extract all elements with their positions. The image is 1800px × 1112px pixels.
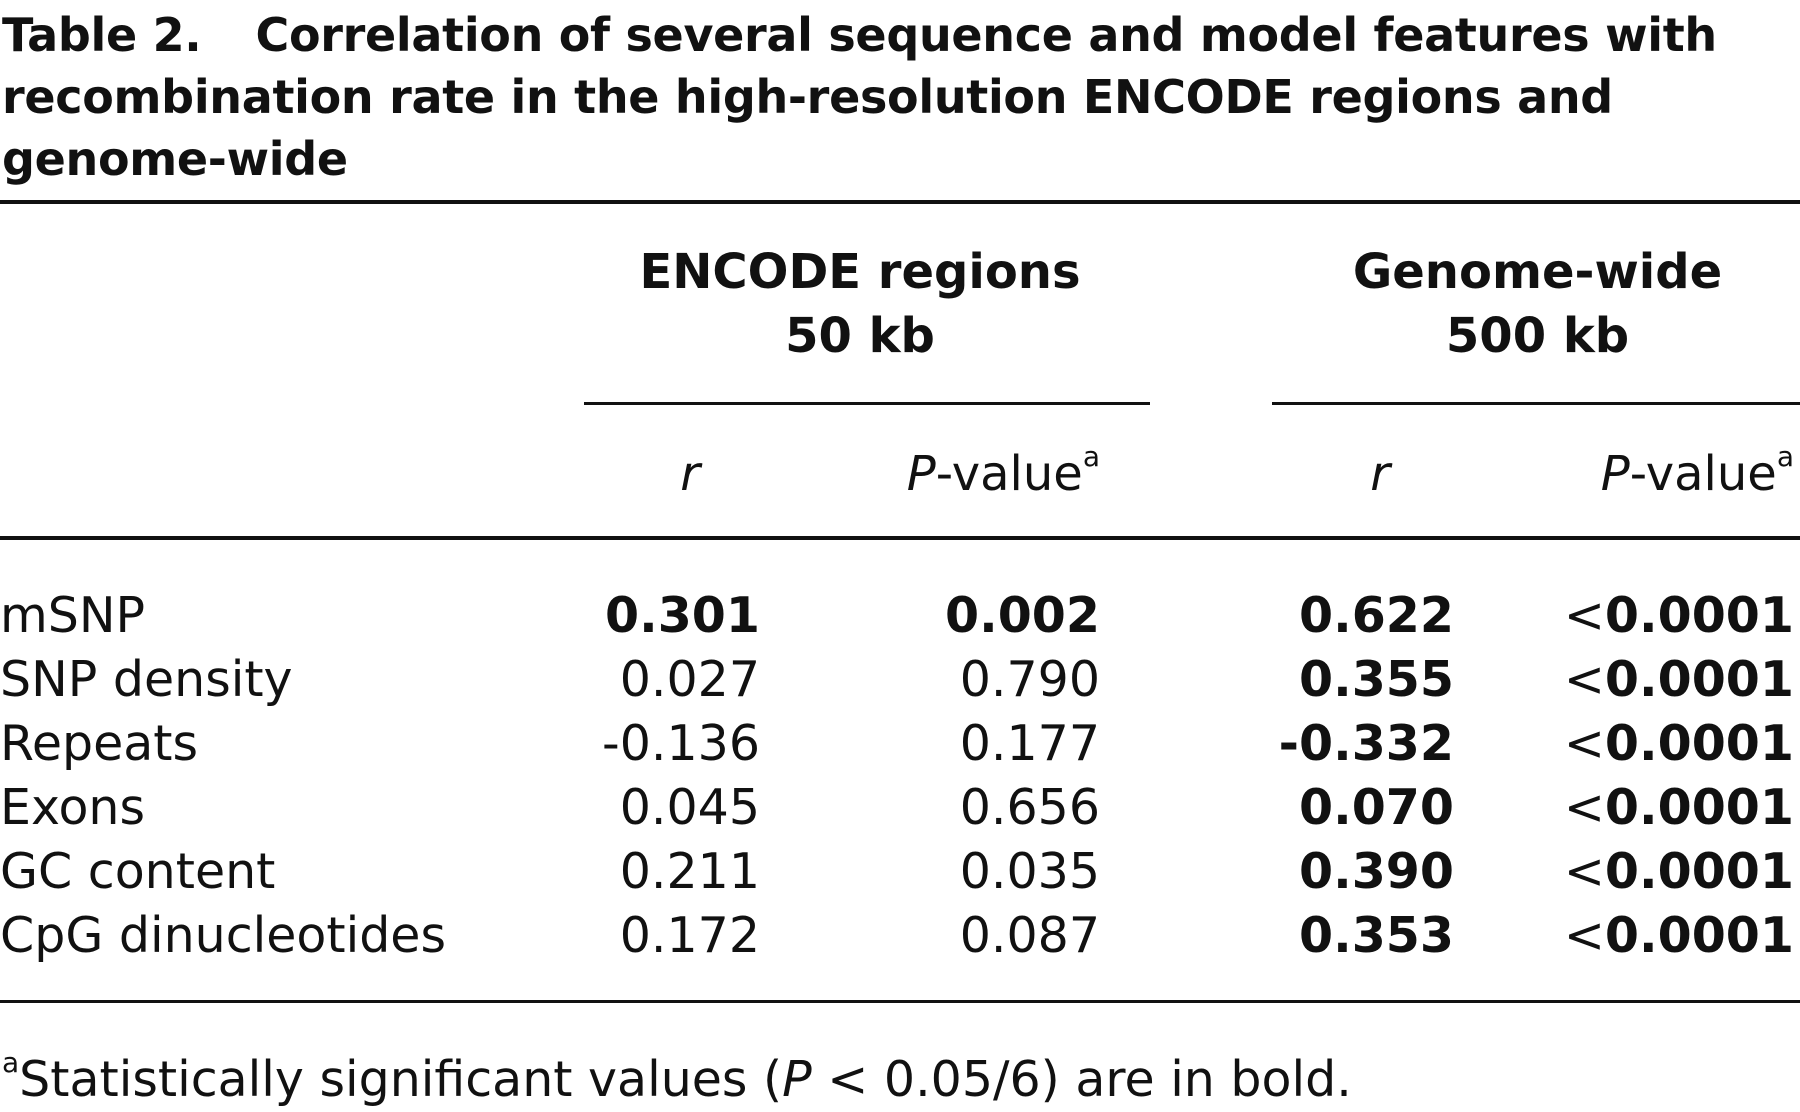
top-rule: [0, 200, 1800, 204]
cell-encode-r: 0.027: [619, 651, 760, 708]
row-label: CpG dinucleotides: [0, 907, 446, 964]
cell-genome-p-prefix: <: [1563, 843, 1605, 900]
group-name-genome: Genome-wide: [1352, 244, 1723, 300]
cell-genome-p-prefix: <: [1563, 779, 1605, 836]
cell-genome-p: <0.0001: [1520, 840, 1794, 904]
cell-genome-p-prefix: <: [1563, 907, 1605, 964]
row-label: GC content: [0, 843, 276, 900]
header-rule: [0, 536, 1800, 540]
cell-genome-p: <0.0001: [1520, 584, 1794, 648]
table-caption: Correlation of several sequence and mode…: [2, 8, 1717, 186]
cell-genome-r: 0.070: [1299, 779, 1454, 836]
cell-encode-r: -0.136: [602, 715, 760, 772]
cell-genome-p-value: 0.0001: [1604, 651, 1794, 708]
cell-genome-r: 0.622: [1299, 587, 1454, 644]
cell-genome-p-value: 0.0001: [1604, 587, 1794, 644]
cell-genome-r: 0.355: [1299, 651, 1454, 708]
subheader-genome-p: P-valuea: [1600, 440, 1794, 503]
cell-genome-p: <0.0001: [1520, 648, 1794, 712]
table-row: CpG dinucleotides 0.172 0.087 0.353 <0.0001: [0, 904, 1800, 968]
cell-genome-p-value: 0.0001: [1604, 843, 1794, 900]
subheader-encode-r: r: [680, 446, 700, 502]
group-resolution-encode: 50 kb: [785, 308, 935, 364]
table-row: SNP density 0.027 0.790 0.355 <0.0001: [0, 648, 1800, 712]
group-header-genome: Genome-wide 500 kb: [1275, 240, 1800, 368]
group-name-encode: ENCODE regions: [639, 244, 1081, 300]
table-label: Table 2.: [2, 8, 202, 62]
group-rule-encode: [584, 402, 1150, 405]
group-resolution-genome: 500 kb: [1445, 308, 1630, 364]
cell-genome-p: <0.0001: [1520, 904, 1794, 968]
cell-genome-p-prefix: <: [1563, 651, 1605, 708]
subheader-genome-r: r: [1370, 446, 1390, 502]
table-row: GC content 0.211 0.035 0.390 <0.0001: [0, 840, 1800, 904]
table-row: Exons 0.045 0.656 0.070 <0.0001: [0, 776, 1800, 840]
cell-encode-p: 0.002: [945, 587, 1100, 644]
row-label: Repeats: [0, 715, 199, 772]
subheader-encode-p: P-valuea: [906, 440, 1100, 503]
cell-encode-p: 0.177: [959, 715, 1100, 772]
row-label: SNP density: [0, 651, 293, 708]
table-title: Table 2. Correlation of several sequence …: [2, 4, 1792, 190]
cell-encode-r: 0.211: [619, 843, 760, 900]
cell-encode-r: 0.301: [605, 587, 760, 644]
cell-genome-p-value: 0.0001: [1604, 715, 1794, 772]
cell-encode-p: 0.035: [959, 843, 1100, 900]
row-label: Exons: [0, 779, 146, 836]
cell-genome-p-value: 0.0001: [1604, 907, 1794, 964]
cell-genome-p-prefix: <: [1563, 715, 1605, 772]
cell-genome-r: 0.353: [1299, 907, 1454, 964]
group-header-encode: ENCODE regions 50 kb: [580, 240, 1140, 368]
cell-encode-p: 0.656: [959, 779, 1100, 836]
footnote-marker: a: [2, 1046, 20, 1079]
cell-genome-p: <0.0001: [1520, 712, 1794, 776]
cell-encode-r: 0.045: [619, 779, 760, 836]
footnote: aStatistically significant values (P < 0…: [2, 1046, 1352, 1109]
cell-encode-r: 0.172: [619, 907, 760, 964]
group-rule-genome: [1272, 402, 1800, 405]
table-row: Repeats -0.136 0.177 -0.332 <0.0001: [0, 712, 1800, 776]
cell-genome-r: -0.332: [1278, 715, 1454, 772]
bottom-rule: [0, 1000, 1800, 1003]
cell-genome-p-value: 0.0001: [1604, 779, 1794, 836]
cell-encode-p: 0.087: [959, 907, 1100, 964]
cell-genome-p: <0.0001: [1520, 776, 1794, 840]
cell-genome-r: 0.390: [1299, 843, 1454, 900]
table-row: mSNP 0.301 0.002 0.622 <0.0001: [0, 584, 1800, 648]
cell-encode-p: 0.790: [959, 651, 1100, 708]
row-label: mSNP: [0, 587, 146, 644]
cell-genome-p-prefix: <: [1563, 587, 1605, 644]
